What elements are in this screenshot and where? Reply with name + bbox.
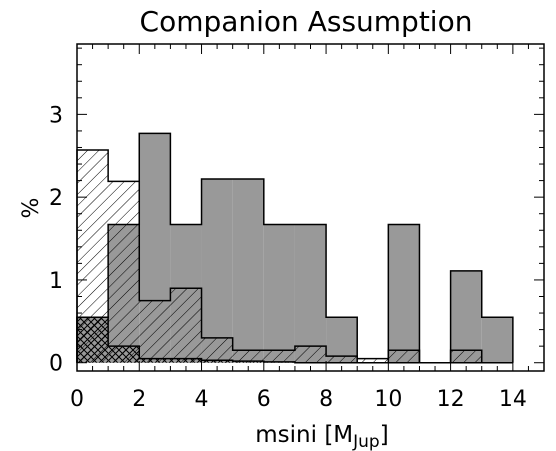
outline-gray-filled xyxy=(76,132,514,364)
bar-cross-hatched-5 xyxy=(232,361,264,363)
bar-hatched-single-6 xyxy=(263,350,295,363)
bar-gray-filled-4 xyxy=(201,178,233,363)
y-tick-label: 3 xyxy=(49,103,63,128)
bar-cross-hatched-0 xyxy=(77,317,109,363)
chart-title: Companion Assumption xyxy=(140,5,473,38)
outline-cross-hatched xyxy=(76,316,513,364)
bar-cross-hatched-1 xyxy=(108,346,140,363)
bar-hatched-single-7 xyxy=(294,346,327,363)
bar-gray-filled-10 xyxy=(388,224,420,363)
bars-layer xyxy=(76,132,514,364)
x-tick-label: 10 xyxy=(374,387,402,412)
bar-hatched-single-5 xyxy=(232,350,264,363)
bar-hatched-single-10 xyxy=(388,350,420,363)
bar-cross-hatched-4 xyxy=(201,360,233,363)
y-tick-label: 0 xyxy=(49,352,63,377)
x-tick-label: 12 xyxy=(437,387,465,412)
bar-hatched-single-9 xyxy=(357,358,389,363)
bar-gray-filled-7 xyxy=(294,224,327,363)
bar-cross-hatched-3 xyxy=(170,358,202,363)
y-tick-label: 2 xyxy=(49,186,63,211)
x-tick-label: 8 xyxy=(319,387,333,412)
bar-gray-filled-12 xyxy=(450,270,482,363)
bar-gray-filled-8 xyxy=(326,317,358,363)
bar-hatched-single-8 xyxy=(326,356,358,363)
x-tick-label: 14 xyxy=(499,387,527,412)
bar-hatched-single-1 xyxy=(108,181,140,363)
x-axis-label-subscript: Jup xyxy=(352,432,380,451)
bar-gray-filled-6 xyxy=(263,224,295,363)
bar-hatched-single-12 xyxy=(450,350,482,363)
x-axis-label-close: ] xyxy=(380,422,389,448)
bar-cross-hatched-2 xyxy=(139,358,171,363)
x-axis-label: msini [MJup] xyxy=(255,422,388,451)
x-tick-label: 2 xyxy=(132,387,146,412)
bar-hatched-single-4 xyxy=(201,337,233,363)
y-tick-label: 1 xyxy=(49,269,63,294)
bar-hatched-single-2 xyxy=(139,300,171,363)
x-tick-label: 0 xyxy=(70,387,84,412)
y-axis-label: % xyxy=(19,198,44,219)
bar-gray-filled-5 xyxy=(232,178,264,363)
bar-hatched-single-3 xyxy=(170,288,202,363)
x-tick-label: 4 xyxy=(195,387,209,412)
bar-gray-filled-13 xyxy=(481,317,513,363)
plot-frame xyxy=(76,43,545,372)
x-tick-label: 6 xyxy=(257,387,271,412)
x-axis-label-main: msini [M xyxy=(255,422,353,448)
